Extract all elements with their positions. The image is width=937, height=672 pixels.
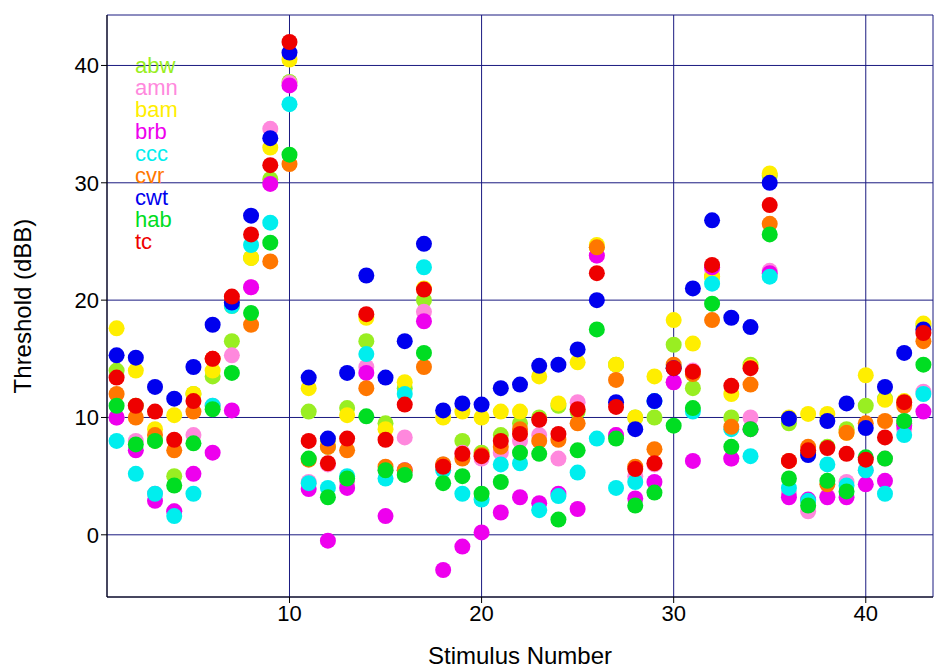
svg-text:20: 20 bbox=[75, 288, 99, 313]
svg-text:20: 20 bbox=[469, 601, 493, 626]
svg-text:40: 40 bbox=[854, 601, 878, 626]
svg-text:0: 0 bbox=[87, 523, 99, 548]
svg-text:40: 40 bbox=[75, 53, 99, 78]
html-text:hab: hab bbox=[135, 207, 172, 232]
html-text:cvr: cvr bbox=[135, 163, 165, 188]
html-text:ccc: ccc bbox=[135, 141, 168, 166]
svg-text:10: 10 bbox=[75, 405, 99, 430]
svg-text:Threshold (dBB): Threshold (dBB) bbox=[9, 219, 36, 394]
svg-text:Stimulus Number: Stimulus Number bbox=[428, 642, 612, 669]
html-text:cwt: cwt bbox=[135, 185, 168, 210]
html-text:tc: tc bbox=[135, 229, 153, 254]
html-text:brb: brb bbox=[135, 119, 167, 144]
svg-text:10: 10 bbox=[277, 601, 301, 626]
html-text:bam: bam bbox=[135, 97, 178, 122]
html-text:abw: abw bbox=[135, 53, 176, 78]
svg-text:30: 30 bbox=[75, 171, 99, 196]
svg-text:30: 30 bbox=[661, 601, 685, 626]
html-text:amn: amn bbox=[135, 75, 178, 100]
